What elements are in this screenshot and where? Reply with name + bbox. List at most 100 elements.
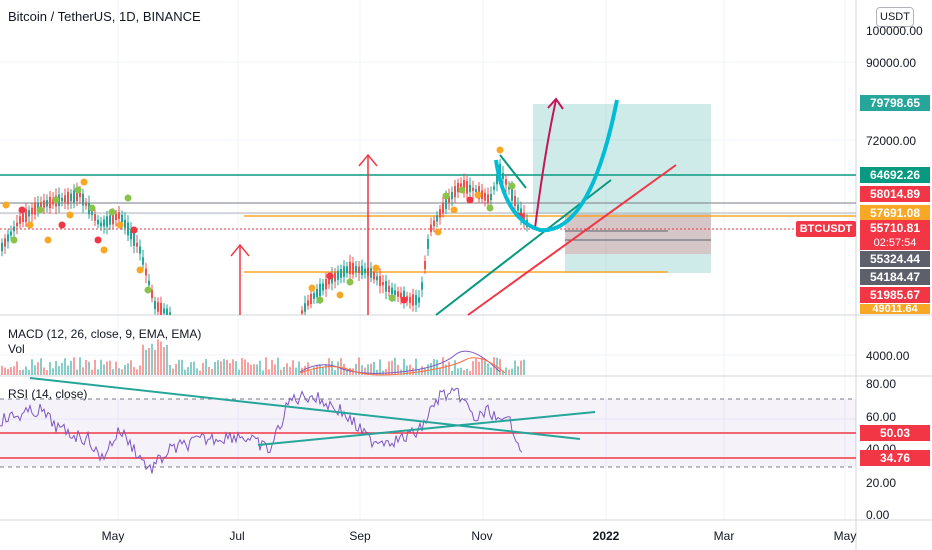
profit-zone-lower[interactable]	[565, 214, 711, 273]
price-badge[interactable]: 49011.64	[860, 304, 930, 314]
signal-dot	[130, 226, 138, 234]
price-badge[interactable]: 55710.81	[860, 220, 930, 236]
signal-dot	[442, 192, 450, 200]
rsi-label[interactable]: RSI (14, close)	[8, 387, 88, 401]
price-badge[interactable]: 51985.67	[860, 287, 930, 303]
signal-dot	[2, 201, 10, 209]
volume-bar	[22, 369, 24, 375]
volume-bar	[379, 359, 381, 375]
volume-bar	[262, 370, 264, 375]
symbol-title[interactable]: Bitcoin / TetherUS, 1D, BINANCE	[8, 9, 201, 24]
rsi-badge[interactable]: 50.03	[860, 425, 930, 441]
volume-bar	[355, 363, 357, 375]
volume-bar	[112, 369, 114, 375]
candle-body	[121, 214, 123, 223]
candle-body	[460, 183, 462, 188]
volume-bar	[106, 361, 108, 375]
profit-zone[interactable]	[533, 104, 711, 214]
candle-body	[34, 202, 36, 215]
candle-body	[163, 308, 165, 314]
candle-body	[388, 286, 390, 293]
rsi-trendline-up[interactable]	[257, 411, 596, 446]
volume-bar	[43, 367, 45, 375]
volume-bar	[37, 362, 39, 375]
candle-body	[382, 282, 384, 286]
volume-bar	[109, 360, 111, 375]
support-trendline-red[interactable]	[467, 164, 677, 316]
candle-body	[418, 297, 420, 303]
volume-bar	[130, 360, 132, 375]
projection-arrow[interactable]	[534, 97, 564, 229]
volume-bar	[256, 364, 258, 375]
rsi-badge[interactable]: 34.76	[860, 450, 930, 466]
candle-body	[109, 215, 111, 225]
symbol-tag[interactable]: BTCUSDT	[796, 221, 856, 237]
candle-body	[124, 219, 126, 228]
volume-bar	[475, 358, 477, 375]
bar-countdown: 02:57:54	[860, 236, 930, 250]
signal-dot	[88, 204, 96, 212]
volume-bar	[232, 359, 234, 375]
candle-body	[157, 302, 159, 312]
volume-bar	[91, 369, 93, 375]
volume-bar	[73, 357, 75, 375]
signal-dot	[144, 286, 152, 294]
candle-body	[496, 173, 498, 185]
volume-bar	[4, 367, 6, 375]
volume-bar	[46, 370, 48, 375]
candle-body	[484, 192, 486, 201]
volume-bar	[445, 364, 447, 375]
candle-body	[319, 283, 321, 297]
volume-bar	[373, 361, 375, 375]
volume-bar	[364, 367, 366, 375]
price-badge[interactable]: 64692.26	[860, 167, 930, 183]
candle-body	[7, 234, 9, 242]
candle-body	[379, 276, 381, 286]
candle-body	[364, 268, 366, 274]
volume-bar	[499, 359, 501, 375]
volume-bar	[100, 359, 102, 375]
candle-body	[70, 193, 72, 201]
rsi-trendline-down[interactable]	[29, 377, 581, 440]
candle-body	[436, 215, 438, 222]
price-badge[interactable]: 58014.89	[860, 186, 930, 202]
candle-body	[142, 257, 144, 265]
volume-bar	[103, 364, 105, 375]
candle-body	[73, 190, 75, 203]
volume-bar	[145, 349, 147, 375]
candle-body	[25, 209, 27, 222]
price-badge[interactable]: 54184.47	[860, 269, 930, 285]
candle-body	[166, 308, 168, 315]
volume-bar	[271, 359, 273, 375]
cup-curve[interactable]	[494, 99, 619, 233]
candle-body	[148, 280, 150, 286]
vol-label[interactable]: Vol	[8, 342, 25, 356]
candle-body	[370, 268, 372, 278]
volume-bar	[31, 359, 33, 375]
signal-dot	[346, 278, 354, 286]
x-tick: 2022	[592, 529, 620, 543]
candle-body	[64, 195, 66, 203]
candle-body	[22, 213, 24, 223]
candle-body	[412, 294, 414, 306]
candle-body	[310, 293, 312, 305]
signal-dot	[466, 196, 474, 204]
volume-bar	[88, 361, 90, 375]
volume-bar	[223, 359, 225, 375]
macd-label[interactable]: MACD (12, 26, close, 9, EMA, EMA)	[8, 327, 202, 341]
volume-bar	[481, 357, 483, 375]
candle-body	[106, 216, 108, 227]
price-badge[interactable]: 55324.44	[860, 251, 930, 267]
price-badge[interactable]: 79798.65	[860, 95, 930, 111]
stop-zone[interactable]	[565, 214, 711, 254]
volume-bar	[163, 347, 165, 375]
price-badge[interactable]: 57691.08	[860, 205, 930, 221]
currency-button[interactable]: USDT	[876, 7, 914, 27]
volume-bar	[10, 367, 12, 375]
volume-bar	[376, 369, 378, 375]
volume-bar	[13, 366, 15, 375]
volume-bar	[337, 361, 339, 375]
volume-bar	[304, 365, 306, 375]
candle-body	[463, 179, 465, 193]
